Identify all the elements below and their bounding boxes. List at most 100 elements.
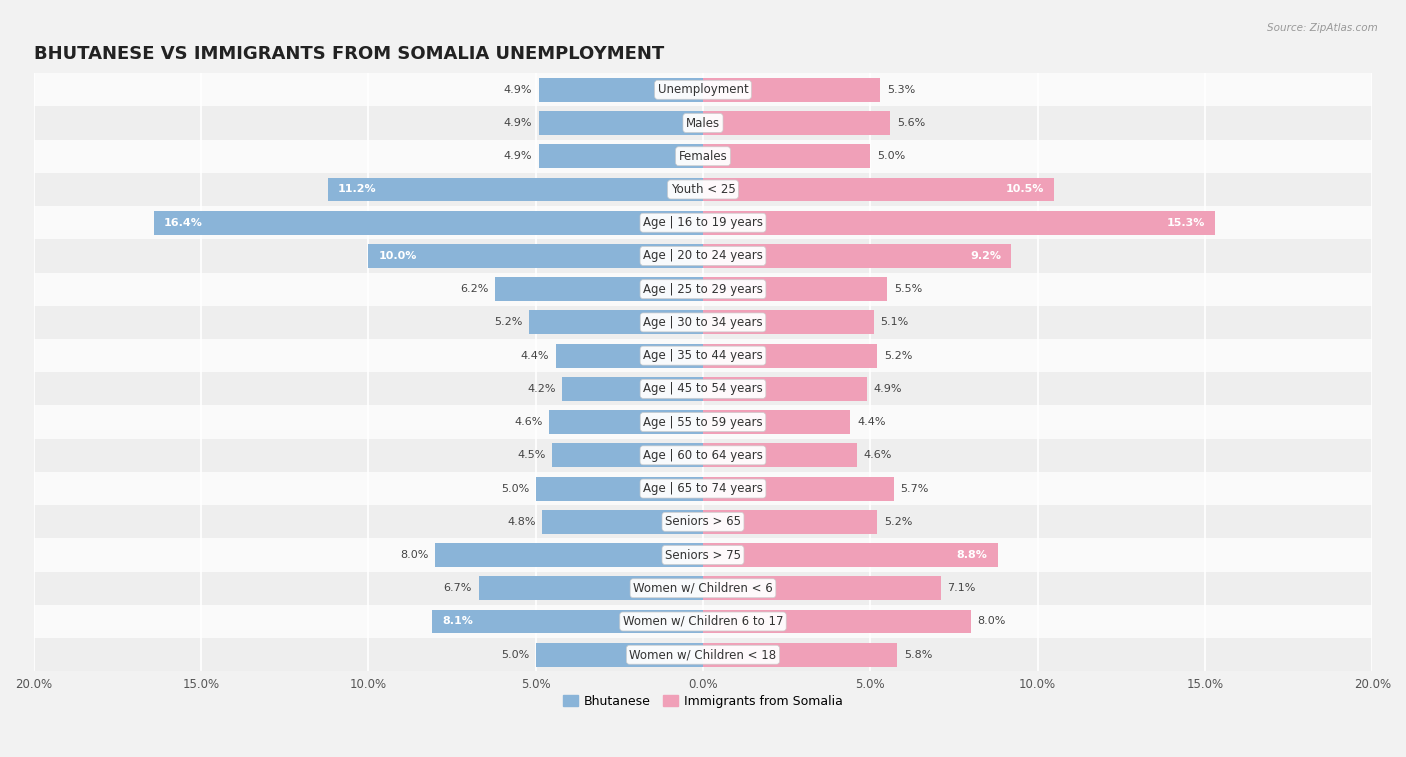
Bar xyxy=(562,377,703,401)
Bar xyxy=(34,372,1372,406)
Text: 5.7%: 5.7% xyxy=(900,484,929,494)
Bar xyxy=(34,439,1372,472)
Text: Age | 35 to 44 years: Age | 35 to 44 years xyxy=(643,349,763,362)
Bar xyxy=(529,310,703,335)
Bar xyxy=(703,177,1054,201)
Text: Males: Males xyxy=(686,117,720,129)
Bar xyxy=(703,344,877,368)
Text: 15.3%: 15.3% xyxy=(1167,218,1205,228)
Text: 5.0%: 5.0% xyxy=(877,151,905,161)
Bar xyxy=(34,505,1372,538)
Text: 4.5%: 4.5% xyxy=(517,450,546,460)
Text: 4.9%: 4.9% xyxy=(503,118,533,128)
Text: 4.9%: 4.9% xyxy=(873,384,903,394)
Text: 4.8%: 4.8% xyxy=(508,517,536,527)
Text: 8.0%: 8.0% xyxy=(977,616,1005,627)
Text: 4.9%: 4.9% xyxy=(503,151,533,161)
Text: Seniors > 65: Seniors > 65 xyxy=(665,516,741,528)
Bar xyxy=(34,605,1372,638)
Bar xyxy=(703,377,868,401)
Text: 5.3%: 5.3% xyxy=(887,85,915,95)
Text: Females: Females xyxy=(679,150,727,163)
Text: 10.0%: 10.0% xyxy=(378,251,416,261)
Text: 4.9%: 4.9% xyxy=(503,85,533,95)
Text: 5.2%: 5.2% xyxy=(884,350,912,360)
Bar xyxy=(538,145,703,168)
Bar xyxy=(536,477,703,500)
Bar xyxy=(555,344,703,368)
Bar xyxy=(703,543,997,567)
Text: 5.5%: 5.5% xyxy=(894,284,922,294)
Bar xyxy=(155,210,703,235)
Bar xyxy=(703,244,1011,268)
Bar xyxy=(543,509,703,534)
Bar xyxy=(34,406,1372,439)
Text: 4.6%: 4.6% xyxy=(863,450,891,460)
Text: 6.7%: 6.7% xyxy=(444,583,472,593)
Text: 5.6%: 5.6% xyxy=(897,118,925,128)
Text: Source: ZipAtlas.com: Source: ZipAtlas.com xyxy=(1267,23,1378,33)
Bar xyxy=(703,210,1215,235)
Legend: Bhutanese, Immigrants from Somalia: Bhutanese, Immigrants from Somalia xyxy=(558,690,848,713)
Text: Age | 60 to 64 years: Age | 60 to 64 years xyxy=(643,449,763,462)
Bar xyxy=(553,444,703,467)
Text: Unemployment: Unemployment xyxy=(658,83,748,96)
Text: 5.2%: 5.2% xyxy=(494,317,522,328)
Bar xyxy=(34,173,1372,206)
Text: BHUTANESE VS IMMIGRANTS FROM SOMALIA UNEMPLOYMENT: BHUTANESE VS IMMIGRANTS FROM SOMALIA UNE… xyxy=(34,45,664,64)
Bar xyxy=(34,139,1372,173)
Text: 7.1%: 7.1% xyxy=(948,583,976,593)
Bar xyxy=(703,310,873,335)
Bar xyxy=(538,78,703,101)
Bar xyxy=(34,206,1372,239)
Text: 5.2%: 5.2% xyxy=(884,517,912,527)
Bar xyxy=(34,538,1372,572)
Text: 9.2%: 9.2% xyxy=(970,251,1001,261)
Bar xyxy=(703,111,890,135)
Text: Age | 25 to 29 years: Age | 25 to 29 years xyxy=(643,282,763,296)
Text: 5.0%: 5.0% xyxy=(501,484,529,494)
Text: Age | 20 to 24 years: Age | 20 to 24 years xyxy=(643,250,763,263)
Bar xyxy=(34,638,1372,671)
Bar xyxy=(34,472,1372,505)
Text: 11.2%: 11.2% xyxy=(339,185,377,195)
Text: Age | 55 to 59 years: Age | 55 to 59 years xyxy=(643,416,763,428)
Bar xyxy=(436,543,703,567)
Text: Women w/ Children < 6: Women w/ Children < 6 xyxy=(633,582,773,595)
Bar xyxy=(703,410,851,434)
Bar xyxy=(703,145,870,168)
Bar xyxy=(34,273,1372,306)
Bar xyxy=(548,410,703,434)
Bar xyxy=(536,643,703,667)
Bar xyxy=(34,572,1372,605)
Bar xyxy=(703,477,894,500)
Text: 4.4%: 4.4% xyxy=(858,417,886,427)
Bar xyxy=(34,73,1372,107)
Bar xyxy=(328,177,703,201)
Bar xyxy=(34,306,1372,339)
Bar xyxy=(703,444,858,467)
Text: 5.1%: 5.1% xyxy=(880,317,908,328)
Text: 4.4%: 4.4% xyxy=(520,350,548,360)
Text: 10.5%: 10.5% xyxy=(1007,185,1045,195)
Text: 5.8%: 5.8% xyxy=(904,650,932,659)
Text: 8.8%: 8.8% xyxy=(956,550,987,560)
Text: Women w/ Children 6 to 17: Women w/ Children 6 to 17 xyxy=(623,615,783,628)
Text: 8.1%: 8.1% xyxy=(441,616,472,627)
Text: Age | 45 to 54 years: Age | 45 to 54 years xyxy=(643,382,763,395)
Text: Seniors > 75: Seniors > 75 xyxy=(665,549,741,562)
Text: 4.6%: 4.6% xyxy=(515,417,543,427)
Bar xyxy=(703,609,970,634)
Bar xyxy=(703,509,877,534)
Text: Youth < 25: Youth < 25 xyxy=(671,183,735,196)
Text: Age | 65 to 74 years: Age | 65 to 74 years xyxy=(643,482,763,495)
Text: 8.0%: 8.0% xyxy=(401,550,429,560)
Bar xyxy=(478,576,703,600)
Bar xyxy=(34,239,1372,273)
Text: 5.0%: 5.0% xyxy=(501,650,529,659)
Bar xyxy=(495,277,703,301)
Bar xyxy=(34,107,1372,139)
Bar xyxy=(703,576,941,600)
Text: 6.2%: 6.2% xyxy=(460,284,489,294)
Bar xyxy=(703,78,880,101)
